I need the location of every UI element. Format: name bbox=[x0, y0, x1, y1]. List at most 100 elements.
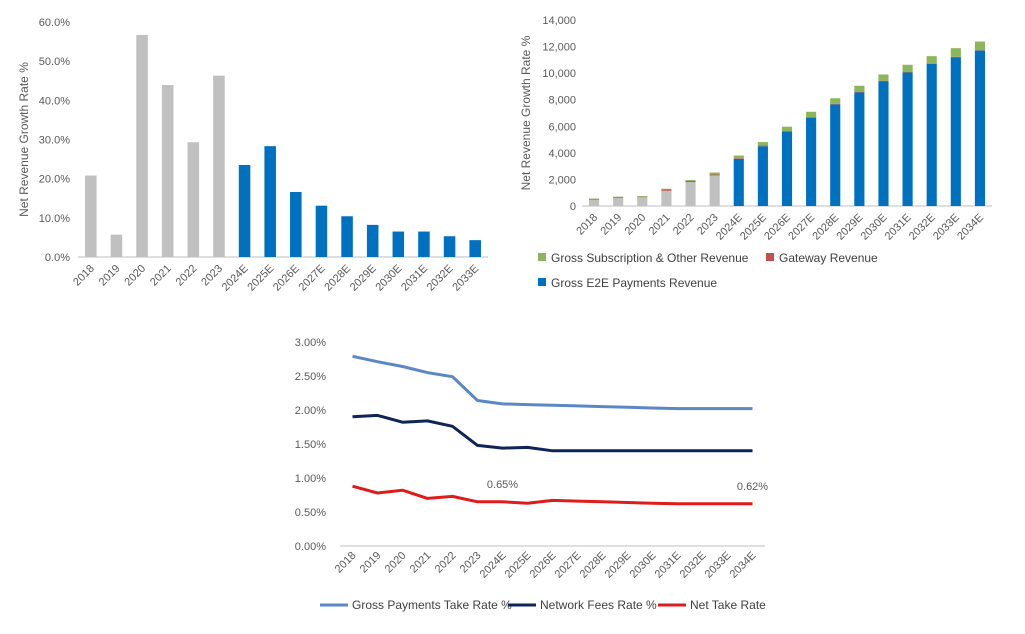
bar-segment-2024E bbox=[733, 155, 744, 159]
bar-segment-2028E bbox=[830, 103, 841, 105]
legend-swatch bbox=[538, 278, 546, 286]
legend-label: Gross E2E Payments Revenue bbox=[551, 276, 717, 290]
y-tick-label: 2.00% bbox=[295, 405, 326, 417]
bar-segment-2019 bbox=[613, 196, 624, 198]
y-axis-title: Net Revenue Growth Rate % bbox=[519, 35, 533, 190]
x-tick-label: 2029E bbox=[348, 263, 379, 294]
bar-2019 bbox=[110, 234, 123, 257]
bar-2033E bbox=[469, 240, 481, 257]
x-tick-label: 2028E bbox=[810, 212, 841, 243]
bar-2020 bbox=[136, 34, 148, 257]
bar-segment-2026E bbox=[781, 131, 793, 206]
bar-segment-2023 bbox=[709, 175, 720, 206]
x-tick-label: 2024E bbox=[220, 263, 251, 294]
bar-2031E bbox=[418, 231, 430, 257]
x-tick-label: 2033E bbox=[703, 550, 734, 581]
network-fees-line bbox=[352, 413, 753, 453]
bar-segment-2028E bbox=[830, 98, 841, 104]
x-tick-label: 2022 bbox=[174, 263, 200, 289]
bar-segment-2027E bbox=[806, 117, 817, 118]
bar-segment-2034E bbox=[974, 41, 986, 51]
x-tick-label: 2032E bbox=[907, 212, 938, 243]
y-tick-label: 1.50% bbox=[295, 439, 326, 451]
bar-2024E bbox=[238, 164, 251, 257]
net-take-rate-line bbox=[352, 484, 753, 506]
data-label: 0.65% bbox=[487, 479, 518, 491]
x-tick-label: 2028E bbox=[322, 263, 353, 294]
x-tick-label: 2027E bbox=[297, 263, 328, 294]
bar-segment-2023 bbox=[709, 172, 720, 175]
bar-2022 bbox=[187, 142, 200, 257]
y-tick-label: 10,000 bbox=[542, 68, 576, 80]
x-tick-label: 2021 bbox=[647, 212, 673, 238]
bar-2030E bbox=[392, 231, 405, 257]
bar-segment-2033E bbox=[950, 57, 961, 207]
bar-segment-2031E bbox=[902, 64, 913, 73]
x-tick-label: 2018 bbox=[574, 212, 600, 238]
y-tick-label: 0 bbox=[570, 201, 576, 213]
bar-segment-2022 bbox=[685, 181, 696, 183]
x-tick-label: 2019 bbox=[358, 550, 384, 576]
x-tick-label: 2033E bbox=[931, 212, 962, 243]
x-tick-label: 2024E bbox=[478, 550, 509, 581]
bar-segment-2028E bbox=[830, 104, 841, 206]
bar-2025E bbox=[264, 146, 276, 257]
bar-segment-2019 bbox=[613, 198, 624, 206]
x-tick-label: 2020 bbox=[623, 212, 649, 238]
x-tick-label: 2026E bbox=[762, 212, 793, 243]
x-tick-label: 2020 bbox=[383, 550, 409, 576]
x-tick-label: 2034E bbox=[955, 212, 986, 243]
legend-label: Gross Payments Take Rate % bbox=[352, 598, 512, 612]
bar-2028E bbox=[341, 216, 353, 257]
bar-segment-2018 bbox=[588, 198, 600, 200]
bar-segment-2022 bbox=[685, 182, 696, 206]
y-tick-label: 8,000 bbox=[548, 95, 576, 107]
bar-segment-2021 bbox=[661, 189, 672, 191]
bar-segment-2030E bbox=[878, 81, 889, 206]
bar-segment-2020 bbox=[637, 196, 648, 197]
bar-segment-2021 bbox=[661, 188, 672, 190]
legend-label: Gateway Revenue bbox=[779, 251, 878, 265]
y-tick-label: 2,000 bbox=[548, 174, 576, 186]
x-tick-label: 2024E bbox=[714, 212, 745, 243]
y-tick-label: 50.0% bbox=[39, 56, 70, 68]
y-tick-label: 20.0% bbox=[39, 174, 70, 186]
x-tick-label: 2032E bbox=[425, 263, 456, 294]
bar-segment-2025E bbox=[757, 146, 768, 206]
y-tick-label: 60.0% bbox=[39, 17, 70, 29]
x-tick-label: 2019 bbox=[97, 263, 123, 289]
bar-segment-2031E bbox=[902, 72, 913, 206]
y-tick-label: 40.0% bbox=[39, 95, 70, 107]
bar-segment-2025E bbox=[757, 142, 768, 146]
bar-2021 bbox=[161, 85, 174, 257]
y-tick-label: 12,000 bbox=[542, 42, 576, 54]
x-tick-label: 2030E bbox=[859, 212, 890, 243]
legend-label: Gross Subscription & Other Revenue bbox=[551, 251, 749, 265]
take-rate-chart: 0.00%0.50%1.00%1.50%2.00%2.50%3.00%2018 2… bbox=[295, 337, 769, 612]
bar-2026E bbox=[290, 191, 302, 257]
x-tick-label: 2030E bbox=[628, 550, 659, 581]
y-tick-label: 14,000 bbox=[542, 15, 576, 27]
x-tick-label: 2022 bbox=[671, 212, 697, 238]
bar-segment-2032E bbox=[926, 56, 937, 64]
bar-segment-2020 bbox=[637, 196, 648, 198]
x-tick-label: 2031E bbox=[399, 263, 430, 294]
x-tick-label: 2030E bbox=[373, 263, 404, 294]
bar-2029E bbox=[366, 224, 379, 257]
x-tick-label: 2025E bbox=[503, 550, 534, 581]
bar-segment-2020 bbox=[637, 197, 648, 206]
x-tick-label: 2033E bbox=[450, 263, 481, 294]
x-tick-label: 2018 bbox=[333, 550, 359, 576]
revenue-composition-chart: 0 2,000 4,000 6,000 8,000 10,000 12,000 14,000 2… bbox=[519, 15, 992, 290]
x-tick-label: 2026E bbox=[528, 550, 559, 581]
bar-segment-2029E bbox=[854, 85, 865, 93]
bar-segment-2023 bbox=[709, 174, 720, 176]
bar-segment-2030E bbox=[878, 74, 889, 81]
x-tick-label: 2032E bbox=[678, 550, 709, 581]
legend-swatch bbox=[538, 253, 546, 261]
y-axis-title: Net Revenue Growth Rate % bbox=[17, 62, 31, 217]
bar-segment-2034E bbox=[974, 50, 986, 206]
legend-swatch bbox=[766, 253, 774, 261]
bar-segment-2032E bbox=[926, 63, 937, 206]
bar-segment-2027E bbox=[806, 111, 817, 118]
